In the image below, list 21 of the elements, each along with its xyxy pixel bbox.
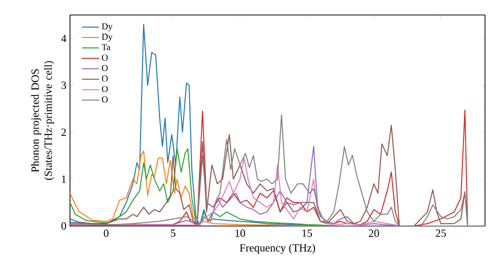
y-tick-label: 3 [62, 82, 66, 90]
legend-label: Dy [102, 23, 113, 32]
x-tick-label: 5 [170, 230, 176, 237]
x-axis-title: Frequency (THz) [240, 244, 316, 254]
legend-label: O [102, 54, 108, 61]
y-tick-label: 0 [61, 222, 66, 230]
y-tick-label: 2 [61, 128, 66, 136]
legend-label: Dy [102, 34, 113, 42]
y-tick-label: 1 [62, 175, 66, 183]
legend-label: O [102, 76, 108, 82]
x-tick-label: 10 [235, 230, 246, 237]
y-axis-title: Phonon projected DOS (States/THz·primitive cell) [31, 61, 54, 180]
x-tick-label: 25 [436, 230, 446, 237]
y-tick-label: 4 [61, 34, 66, 42]
legend-label: O [102, 86, 108, 92]
legend-label: O [102, 65, 108, 72]
legend-label: Ta [102, 44, 110, 50]
x-tick-label: 15 [302, 230, 312, 237]
legend-label: O [102, 96, 108, 102]
x-tick-label: 20 [368, 230, 379, 237]
x-tick-label: 0 [104, 230, 108, 237]
